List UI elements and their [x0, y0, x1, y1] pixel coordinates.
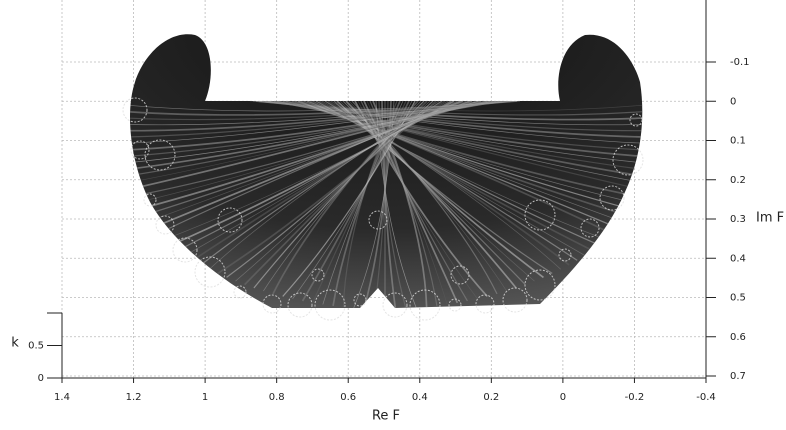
surface-streaks — [130, 100, 643, 309]
y-tick-label: 0 — [730, 96, 736, 107]
streak — [360, 100, 468, 302]
scallop — [262, 294, 282, 314]
x-tick-label: 0 — [560, 392, 566, 403]
streak — [130, 100, 509, 132]
scallop — [502, 287, 528, 313]
scallop — [194, 256, 226, 288]
streak — [381, 100, 397, 309]
x-tick-label: 1.4 — [54, 392, 70, 403]
streak — [357, 100, 478, 300]
scallop — [144, 139, 176, 171]
z-tick-label: 0.5 — [28, 341, 44, 352]
y-tick-label: 0.3 — [730, 214, 746, 225]
scallop — [368, 210, 388, 230]
scallop — [382, 292, 408, 318]
streak — [378, 100, 407, 309]
scallop — [233, 285, 247, 299]
scallop — [217, 207, 243, 233]
scallop — [475, 294, 495, 314]
scallop — [450, 265, 470, 285]
streak — [130, 100, 521, 112]
x-tick-label: 0.4 — [412, 392, 428, 403]
scallop — [155, 215, 175, 235]
scallop — [558, 248, 572, 262]
streak — [312, 100, 608, 241]
scallop — [524, 199, 556, 231]
streak — [130, 100, 500, 153]
x-tick-label: 0.8 — [269, 392, 285, 403]
streak — [162, 100, 458, 241]
scallop — [629, 113, 643, 127]
y-tick-label: 0.6 — [730, 332, 746, 343]
x-tick-label: 1.2 — [126, 392, 142, 403]
x-axis-title: Re F — [372, 409, 400, 424]
scallop — [353, 293, 367, 307]
y-tick-label: -0.1 — [730, 57, 750, 68]
x-tick-label: 1 — [202, 392, 208, 403]
scallop — [172, 237, 198, 263]
scallop — [311, 268, 325, 282]
x-tick-label: 0.6 — [340, 392, 356, 403]
y-tick-label: 0.4 — [730, 253, 746, 264]
x-tick-label: -0.4 — [696, 392, 716, 403]
streak — [130, 100, 518, 116]
x-tick-label: -0.2 — [625, 392, 645, 403]
y-axis-title: Im F — [756, 211, 784, 226]
scallop — [409, 289, 441, 321]
scallop — [448, 298, 462, 312]
y-tick-label: 0.7 — [730, 371, 746, 382]
streak — [192, 100, 446, 262]
scallop — [287, 292, 313, 318]
y-tick-label: 0.1 — [730, 136, 746, 147]
fractal-surface — [130, 34, 643, 309]
scallop — [612, 144, 644, 176]
scallop — [143, 193, 157, 207]
scallop — [580, 218, 600, 238]
streak — [169, 100, 455, 247]
x-tick-label: 0.2 — [483, 392, 499, 403]
streak — [375, 100, 417, 308]
scallop — [314, 289, 346, 321]
streak — [130, 100, 479, 200]
y-tick-label: 0.5 — [730, 293, 746, 304]
scallop — [122, 97, 148, 123]
scallop — [130, 140, 150, 160]
z-axis-title: k — [11, 336, 19, 351]
y-tick-label: 0.2 — [730, 175, 746, 186]
z-tick-label: 0 — [38, 373, 44, 384]
scallop — [599, 185, 625, 211]
streak — [184, 100, 449, 256]
surface-edge — [122, 97, 644, 321]
scallop — [524, 269, 556, 301]
axes — [47, 0, 716, 383]
